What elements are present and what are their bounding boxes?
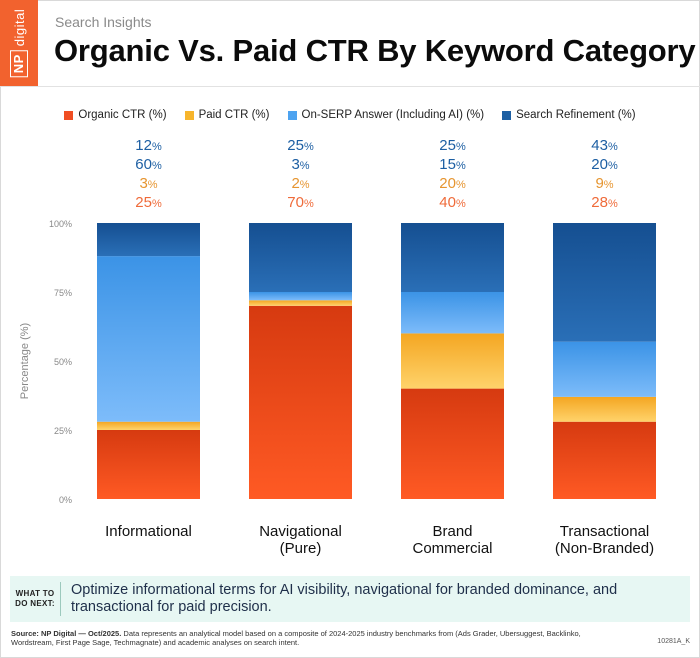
legend-swatch-organic [64,110,74,120]
legend-swatch-refinement [502,110,512,120]
y-tick-label: 75% [54,288,72,298]
legend-swatch-on-serp [287,110,297,120]
data-label-organic: 40% [439,194,466,211]
next-divider [60,582,61,616]
source-text: Data represents an analytical model base… [11,629,581,647]
x-category-label: Commercial [412,540,492,557]
bar-segment-paid [553,396,656,422]
bar-segment-on-serp [249,292,352,301]
data-label-organic: 70% [287,194,314,211]
source-label: Source: NP Digital — Oct/2025. [11,629,122,638]
y-axis-label: Percentage (%) [19,323,31,399]
what-to-do-next-label: WHAT TO DO NEXT: [10,589,60,609]
what-to-do-next-box: WHAT TO DO NEXT: Optimize informational … [10,576,690,622]
next-label-line-1: WHAT TO [15,589,55,598]
data-label-on-serp: 3% [291,156,309,173]
logo-np-text: NP [10,50,28,78]
x-category-label: Transactional [560,523,650,540]
next-label-line-2: DO NEXT: [15,599,55,608]
bar-segment-refinement [401,223,504,292]
bar-segment-refinement [553,223,656,342]
data-label-organic: 25% [135,194,162,211]
data-label-refinement: 43% [591,137,618,154]
legend-label-organic: Organic CTR (%) [78,109,167,121]
bar-segment-organic [249,305,352,499]
y-tick-label: 25% [54,426,72,436]
x-category-label: (Pure) [280,540,322,557]
bar-segment-paid [97,421,200,430]
legend-swatch-paid [184,110,194,120]
legend-item-refinement: Search Refinement (%) [502,109,636,121]
x-category-label: (Non-Branded) [555,540,654,557]
logo-digital-text: digital [11,8,27,47]
x-category-label: Brand [432,523,472,540]
y-tick-label: 100% [49,219,72,229]
data-label-on-serp: 60% [135,156,162,173]
bar-segment-on-serp [553,341,656,397]
page-title: Organic Vs. Paid CTR By Keyword Category [54,33,696,68]
document-code: 10281A_K [657,638,690,645]
bar-segment-organic [97,430,200,499]
bar-segment-refinement [249,223,352,292]
np-digital-logo: NP digital [0,0,38,86]
data-label-refinement: 12% [135,137,162,154]
data-label-organic: 28% [591,194,618,211]
data-label-paid: 2% [291,175,309,192]
data-label-paid: 20% [439,175,466,192]
legend-label-on-serp: On-SERP Answer (Including AI) (%) [301,109,485,121]
x-category-label: Navigational [259,523,342,540]
bar-segment-on-serp [97,256,200,422]
bar-segment-organic [553,421,656,499]
header-divider [0,86,700,87]
legend-label-refinement: Search Refinement (%) [516,109,636,121]
data-label-refinement: 25% [439,137,466,154]
bar-segment-refinement [97,223,200,257]
y-tick-label: 50% [54,357,72,367]
what-to-do-next-text: Optimize informational terms for AI visi… [71,582,618,615]
stacked-bar-chart: Percentage (%) 0% 25% 50% 75% 100% 12% 60% 3% 25%… [19,137,656,557]
legend-item-on-serp: On-SERP Answer (Including AI) (%) [287,109,485,121]
x-category-label: Informational [105,523,192,540]
data-label-on-serp: 15% [439,156,466,173]
legend-label-paid: Paid CTR (%) [198,109,270,121]
data-label-paid: 3% [139,175,157,192]
data-label-refinement: 25% [287,137,314,154]
data-label-paid: 9% [595,175,613,192]
data-label-on-serp: 20% [591,156,618,173]
legend-item-organic: Organic CTR (%) [64,109,167,121]
legend-item-paid: Paid CTR (%) [184,109,270,121]
bar-segment-organic [401,388,504,499]
kicker: Search Insights [55,14,152,30]
bar-segment-paid [401,333,504,389]
y-tick-label: 0% [59,495,72,505]
bar-segment-paid [249,300,352,306]
bar-segment-on-serp [401,292,504,334]
source-footnote: Source: NP Digital — Oct/2025. Data repr… [11,629,621,647]
chart-legend: Organic CTR (%) Paid CTR (%) On-SERP Ans… [0,109,700,121]
